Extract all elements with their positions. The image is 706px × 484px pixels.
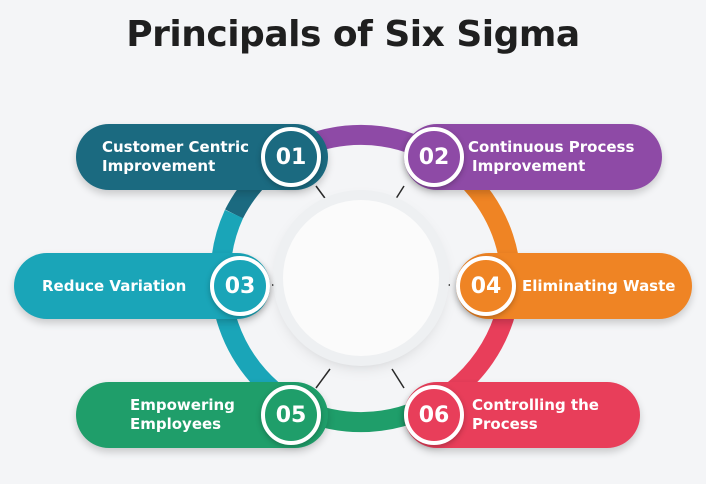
principle-label-03: Reduce Variation [42, 276, 187, 295]
principle-label-01: Customer Centric Improvement [102, 138, 249, 175]
connector-line [315, 368, 331, 389]
connector-line [315, 185, 331, 206]
principle-badge-01: 01 [261, 127, 321, 187]
principle-badge-02: 02 [404, 127, 464, 187]
connector-line [391, 368, 405, 389]
principle-label-05: Empowering Employees [130, 396, 235, 433]
principle-label-02: Continuous Process Improvement [468, 138, 635, 175]
principle-badge-03: 03 [210, 256, 270, 316]
page-title: Principals of Six Sigma [126, 14, 580, 55]
principle-label-04: Eliminating Waste [522, 276, 676, 295]
principle-badge-04: 04 [456, 256, 516, 316]
connector-line [391, 185, 405, 206]
principle-label-06: Controlling the Process [472, 396, 599, 433]
principle-badge-05: 05 [261, 385, 321, 445]
center-circle [283, 200, 439, 356]
principle-badge-06: 06 [404, 385, 464, 445]
